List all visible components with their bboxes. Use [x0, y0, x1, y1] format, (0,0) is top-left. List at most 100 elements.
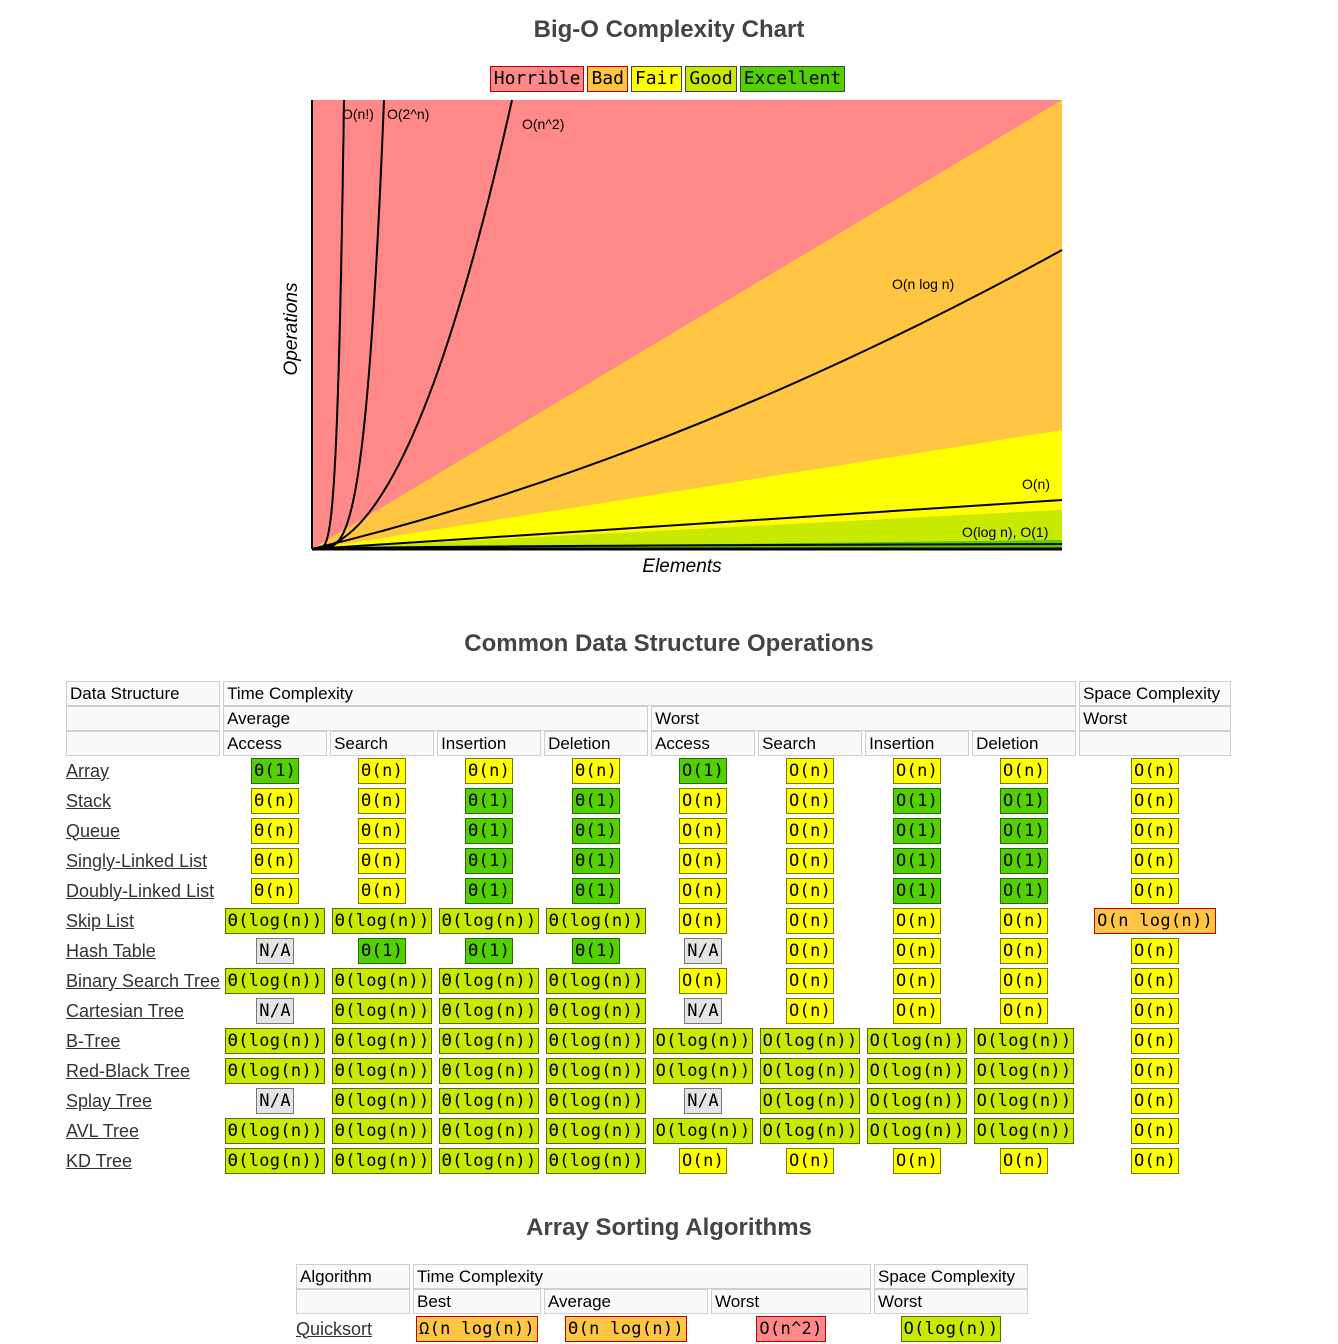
complexity-badge: Θ(1) — [358, 938, 407, 964]
complexity-cell: N/A — [223, 1086, 327, 1116]
sort-table: Algorithm Time Complexity Space Complexi… — [293, 1264, 1031, 1344]
complexity-badge: O(n) — [1131, 848, 1180, 874]
header-blank — [1079, 731, 1232, 756]
complexity-badge: N/A — [684, 1088, 722, 1114]
complexity-badge: Θ(1) — [465, 938, 514, 964]
complexity-cell: Θ(log(n)) — [223, 1146, 327, 1176]
complexity-badge: Θ(log(n)) — [438, 1118, 540, 1144]
complexity-badge: O(n) — [893, 938, 942, 964]
complexity-cell: O(log(n)) — [651, 1056, 755, 1086]
complexity-badge: O(1) — [1000, 818, 1049, 844]
complexity-badge: Θ(log(n)) — [545, 1058, 647, 1084]
header-op: Access — [223, 731, 328, 756]
data-structure-link[interactable]: Queue — [66, 820, 121, 841]
complexity-cell: O(log(n)) — [972, 1026, 1076, 1056]
complexity-cell: O(n) — [1079, 1146, 1231, 1176]
complexity-cell: O(log(n)) — [758, 1026, 862, 1056]
complexity-badge: Θ(1) — [572, 848, 621, 874]
complexity-badge: Θ(n) — [465, 758, 514, 784]
complexity-badge: N/A — [684, 938, 722, 964]
row-name-cell: Quicksort — [296, 1314, 410, 1344]
label-factorial: O(n!) — [342, 106, 374, 122]
data-structure-link[interactable]: Array — [66, 760, 110, 781]
row-name-cell: Array — [66, 756, 220, 786]
complexity-cell: Θ(log(n)) — [437, 966, 541, 996]
data-structure-link[interactable]: Doubly-Linked List — [66, 880, 215, 901]
complexity-cell: N/A — [651, 936, 755, 966]
complexity-badge: O(n) — [1131, 938, 1180, 964]
data-structure-link[interactable]: Stack — [66, 790, 112, 811]
complexity-badge: O(n) — [1131, 788, 1180, 814]
complexity-cell: Θ(log(n)) — [223, 966, 327, 996]
complexity-badge: O(1) — [1000, 878, 1049, 904]
complexity-cell: Θ(log(n)) — [437, 906, 541, 936]
complexity-cell: O(1) — [972, 816, 1076, 846]
header-op: Search — [330, 731, 435, 756]
complexity-cell: O(log(n)) — [758, 1086, 862, 1116]
complexity-badge: N/A — [256, 938, 294, 964]
complexity-cell: Θ(n) — [223, 786, 327, 816]
complexity-badge: O(log(n)) — [759, 1058, 861, 1084]
complexity-cell: Θ(log(n)) — [330, 1056, 434, 1086]
complexity-cell: Θ(n) — [223, 846, 327, 876]
row-name-cell: Red-Black Tree — [66, 1056, 220, 1086]
data-structure-link[interactable]: Singly-Linked List — [66, 850, 208, 871]
complexity-cell: O(n) — [972, 906, 1076, 936]
complexity-cell: O(n) — [651, 906, 755, 936]
complexity-badge: O(n) — [786, 848, 835, 874]
data-structure-link[interactable]: Binary Search Tree — [66, 970, 221, 991]
complexity-cell: O(n) — [1079, 1086, 1231, 1116]
complexity-badge: Θ(log(n)) — [438, 1028, 540, 1054]
data-structure-link[interactable]: AVL Tree — [66, 1120, 140, 1141]
legend-fair: Fair — [630, 66, 683, 92]
complexity-cell: O(1) — [651, 756, 755, 786]
complexity-badge: O(1) — [893, 788, 942, 814]
complexity-badge: O(n) — [786, 758, 835, 784]
complexity-cell: N/A — [223, 936, 327, 966]
data-structure-link[interactable]: Red-Black Tree — [66, 1060, 191, 1081]
complexity-badge: Θ(n) — [358, 818, 407, 844]
complexity-cell: Θ(1) — [330, 936, 434, 966]
data-structure-link[interactable]: Hash Table — [66, 940, 156, 961]
complexity-cell: O(log(n)) — [758, 1056, 862, 1086]
legend-excellent: Excellent — [739, 66, 846, 92]
complexity-cell: O(n) — [758, 786, 862, 816]
table-row: Quicksort Ω(n log(n)) Θ(n log(n)) O(n^2) O(l… — [296, 1314, 1028, 1344]
complexity-badge: O(n log(n)) — [1094, 908, 1217, 934]
complexity-cell: Θ(log(n)) — [437, 1116, 541, 1146]
complexity-cell: O(n) — [758, 1146, 862, 1176]
complexity-cell: Θ(log(n)) — [544, 1086, 648, 1116]
data-structure-link[interactable]: Cartesian Tree — [66, 1000, 185, 1021]
complexity-badge: O(n) — [679, 818, 728, 844]
header-op: Deletion — [544, 731, 649, 756]
complexity-badge: Θ(n) — [251, 848, 300, 874]
row-name-cell: Doubly-Linked List — [66, 876, 220, 906]
complexity-badge: O(n) — [679, 848, 728, 874]
x-axis-label: Elements — [642, 556, 722, 577]
complexity-cell: Θ(n) — [437, 756, 541, 786]
complexity-badge: Θ(log(n)) — [224, 1058, 326, 1084]
complexity-badge: N/A — [256, 1088, 294, 1114]
complexity-cell: Θ(log(n)) — [330, 1086, 434, 1116]
data-structure-link[interactable]: B-Tree — [66, 1030, 121, 1051]
data-structure-link[interactable]: Splay Tree — [66, 1090, 153, 1111]
header-op: Deletion — [972, 731, 1077, 756]
complexity-cell: Θ(1) — [544, 846, 648, 876]
complexity-cell: Θ(n) — [330, 786, 434, 816]
complexity-badge: Θ(log(n)) — [224, 1028, 326, 1054]
complexity-cell: O(n) — [651, 1146, 755, 1176]
complexity-cell: Θ(1) — [544, 936, 648, 966]
data-structure-link[interactable]: Skip List — [66, 910, 135, 931]
data-structure-link[interactable]: KD Tree — [66, 1150, 133, 1171]
row-name-cell: Splay Tree — [66, 1086, 220, 1116]
algorithm-link[interactable]: Quicksort — [296, 1318, 373, 1339]
complexity-badge: Θ(log(n)) — [331, 1058, 433, 1084]
complexity-cell: Θ(log(n)) — [544, 1116, 648, 1146]
complexity-cell: O(n) — [865, 756, 969, 786]
row-name-cell: AVL Tree — [66, 1116, 220, 1146]
chart-title: Big-O Complexity Chart — [533, 16, 805, 43]
complexity-cell: Θ(log(n)) — [544, 1146, 648, 1176]
legend-good: Good — [685, 66, 737, 92]
complexity-badge: Θ(log(n)) — [545, 968, 647, 994]
complexity-cell: O(n) — [972, 756, 1076, 786]
